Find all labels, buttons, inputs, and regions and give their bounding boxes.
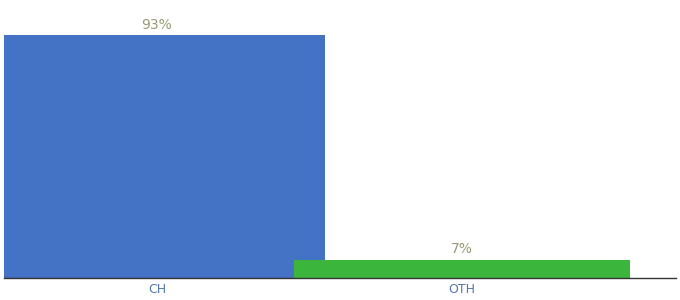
Bar [294,260,630,278]
Text: 7%: 7% [452,242,473,256]
Bar [0,35,325,278]
Text: 93%: 93% [141,17,172,32]
